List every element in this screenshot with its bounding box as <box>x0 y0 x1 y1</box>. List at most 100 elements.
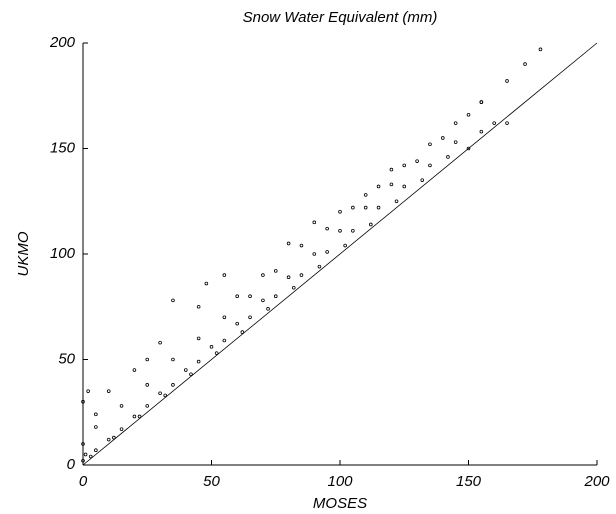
data-point <box>137 414 142 419</box>
data-point <box>538 47 543 52</box>
data-point <box>158 340 162 345</box>
data-point <box>415 159 419 163</box>
data-point <box>119 427 124 431</box>
data-point <box>196 336 201 341</box>
data-point <box>505 121 509 125</box>
data-point <box>248 294 252 299</box>
data-point <box>453 121 458 125</box>
data-point <box>299 243 304 248</box>
data-point <box>86 389 90 393</box>
data-point <box>184 368 188 372</box>
x-axis-label: MOSES <box>313 495 367 512</box>
one-to-one-line <box>82 42 598 466</box>
x-tick-label: 50 <box>203 473 220 490</box>
data-point <box>261 298 265 303</box>
data-point <box>145 404 150 408</box>
data-point <box>389 167 394 172</box>
data-point <box>466 146 471 151</box>
data-point <box>394 199 399 204</box>
x-tick-label: 150 <box>456 473 482 490</box>
data-point <box>222 273 227 277</box>
data-point <box>132 414 137 419</box>
data-point <box>235 321 240 326</box>
data-point <box>453 140 458 144</box>
data-point <box>196 359 201 364</box>
data-point <box>81 399 85 404</box>
data-point <box>312 252 317 256</box>
data-point <box>446 155 450 159</box>
data-point <box>428 142 432 147</box>
data-point <box>106 389 111 393</box>
data-point <box>325 250 329 254</box>
y-tick-label: 200 <box>49 34 76 51</box>
data-point <box>479 100 484 104</box>
data-point <box>389 182 394 187</box>
y-axis-label: UKMO <box>15 231 32 276</box>
y-tick-label: 150 <box>50 139 76 156</box>
data-point <box>299 273 304 277</box>
data-point <box>369 222 373 227</box>
data-point <box>338 210 342 214</box>
data-point <box>171 298 175 303</box>
data-point <box>240 330 245 334</box>
x-tick-label: 0 <box>79 473 88 490</box>
data-point <box>145 357 150 362</box>
chart-title: Snow Water Equivalent (mm) <box>243 9 438 26</box>
data-point <box>222 315 227 320</box>
data-point <box>273 269 278 273</box>
data-point <box>81 442 85 446</box>
data-point <box>261 273 265 277</box>
data-point <box>163 393 168 398</box>
data-point <box>402 184 407 189</box>
data-point <box>222 338 227 343</box>
data-point <box>112 435 116 440</box>
data-point <box>83 452 88 457</box>
data-point <box>376 205 381 210</box>
x-tick-label: 200 <box>583 473 610 490</box>
data-point <box>363 205 368 210</box>
data-point <box>428 163 432 168</box>
data-point <box>376 184 381 189</box>
data-point <box>338 228 342 233</box>
data-point <box>196 304 201 309</box>
data-point <box>88 454 93 459</box>
data-point <box>171 383 175 387</box>
data-point <box>209 345 214 349</box>
data-point <box>94 448 98 453</box>
data-point <box>171 357 175 362</box>
x-tick-label: 100 <box>327 473 353 490</box>
data-point <box>312 220 317 225</box>
data-point <box>119 404 124 408</box>
data-point <box>402 163 407 168</box>
y-tick-label: 0 <box>67 456 76 473</box>
y-tick-label: 50 <box>58 350 75 367</box>
data-point <box>235 294 240 299</box>
data-point <box>286 275 291 280</box>
data-point <box>291 285 296 290</box>
data-point <box>273 294 278 299</box>
data-point <box>158 391 162 396</box>
data-point <box>145 383 150 387</box>
data-point <box>81 458 85 463</box>
data-point <box>286 241 291 246</box>
data-point <box>317 264 322 269</box>
data-point <box>440 136 445 140</box>
data-point <box>204 281 209 286</box>
data-point <box>351 228 355 233</box>
data-point <box>420 178 425 182</box>
data-point <box>466 112 471 117</box>
data-point <box>492 121 497 125</box>
data-point <box>325 226 329 231</box>
data-point <box>132 368 137 372</box>
data-point <box>248 315 252 320</box>
data-point <box>106 437 111 442</box>
data-point <box>94 412 98 417</box>
y-tick-label: 100 <box>50 245 76 262</box>
data-point <box>523 62 527 66</box>
data-point <box>94 425 98 429</box>
data-point <box>351 205 355 210</box>
data-point <box>214 351 219 355</box>
data-point <box>505 79 509 83</box>
data-point <box>189 372 193 377</box>
